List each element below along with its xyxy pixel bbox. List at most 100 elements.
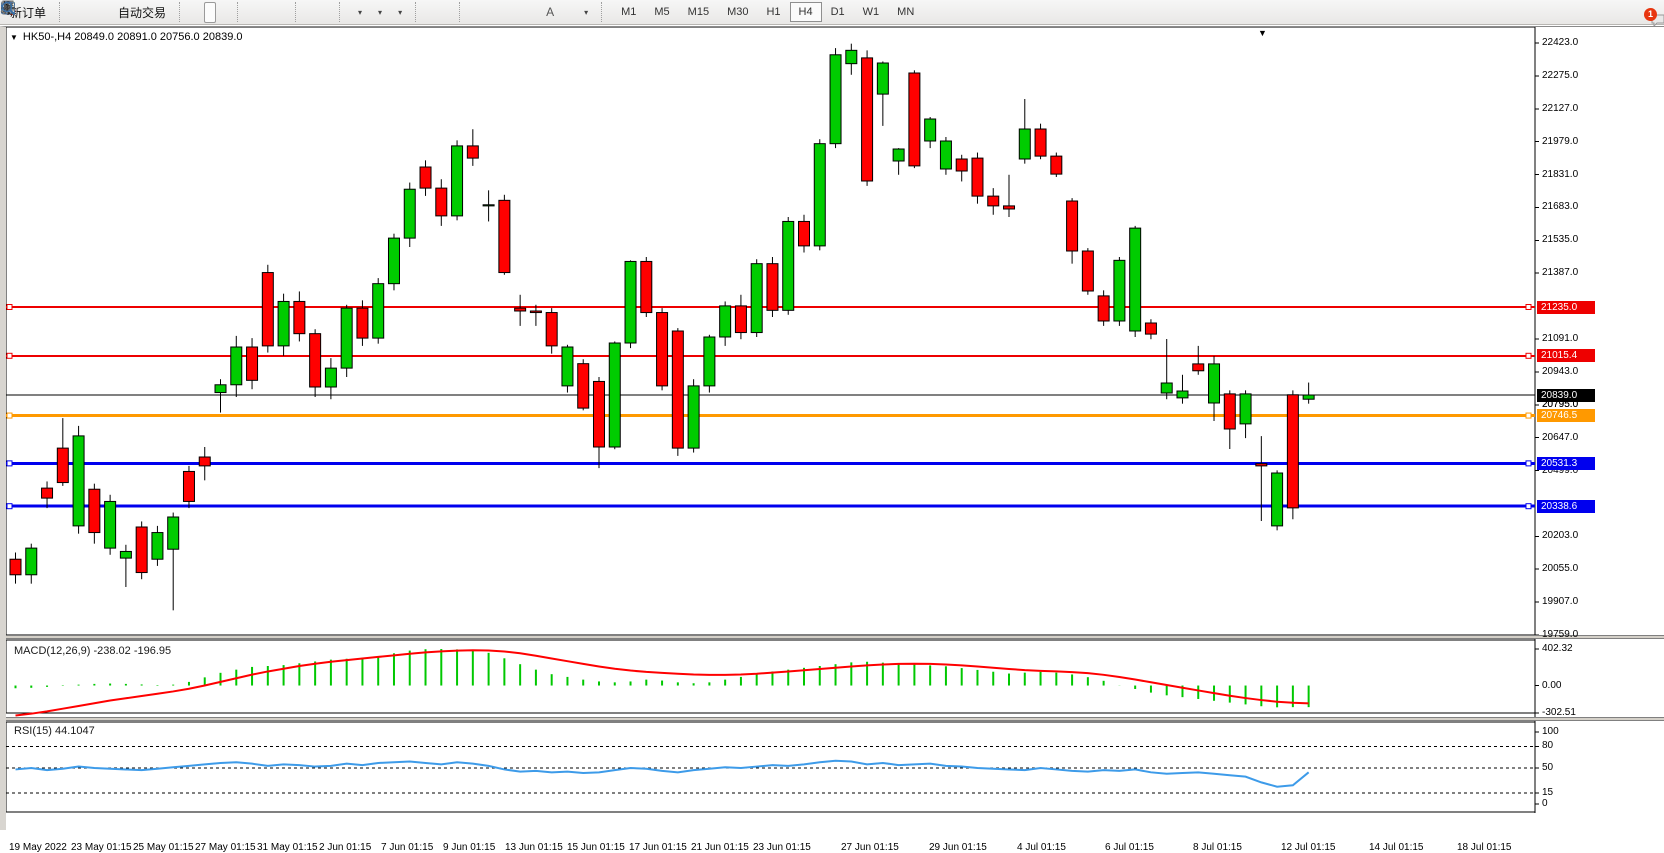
candle-body (529, 310, 542, 314)
timeframe-MN[interactable]: MN (897, 6, 915, 18)
candle-body (356, 307, 369, 339)
cursor-tool-button[interactable] (4, 1, 438, 23)
rsi-line (15, 759, 1310, 788)
add-indicator-button[interactable]: ▾ (1, 1, 368, 23)
chart-line-button[interactable] (1, 1, 230, 23)
market-watch-button[interactable] (1, 2, 96, 23)
line-handle (1525, 352, 1532, 359)
time-tick: 31 May 01:15 (257, 842, 318, 853)
price-level-badge: 20746.5 (1537, 409, 1595, 423)
label-tool-button[interactable]: T (1, 2, 574, 23)
candle-body (734, 305, 747, 334)
toolbar-separator (295, 2, 301, 22)
hline-tool-button[interactable] (2, 2, 496, 23)
price-level-badge: 21015.4 (1537, 349, 1595, 363)
period-button[interactable]: ▾ (1, 1, 388, 23)
trendline-tool-button[interactable] (1, 2, 510, 23)
timeframe-W1[interactable]: W1 (862, 6, 880, 18)
chart-symbol-label[interactable]: ▼ HK50-,H4 20849.0 20891.0 20756.0 20839… (10, 31, 243, 43)
chart-canvas[interactable] (6, 27, 1664, 830)
timeframe-M5[interactable]: M5 (654, 6, 670, 18)
candle-body (403, 188, 416, 239)
candle-body (1066, 200, 1079, 252)
candle-body (167, 516, 180, 550)
tile-windows-button[interactable] (2, 2, 288, 23)
candle-body (1192, 363, 1205, 372)
channel-tool-button[interactable]: E (0, 2, 524, 23)
candle-body (1255, 463, 1268, 467)
macd-label[interactable]: MACD(12,26,9) -238.02 -196.95 (14, 645, 172, 657)
timeframe-M30[interactable]: M30 (727, 6, 749, 18)
chart-candles-button[interactable] (2, 1, 217, 23)
price-level-badge: 20531.3 (1537, 456, 1595, 470)
timeframe-H4[interactable]: H4 (789, 2, 822, 22)
line-handle (6, 460, 13, 467)
price-level-badge: 20338.6 (1537, 499, 1595, 513)
chart-menu-icon[interactable]: ▼ (10, 32, 18, 42)
arrows-tool-button[interactable]: ▾ (4, 2, 594, 23)
price-tick: 19907.0 (1542, 596, 1579, 608)
candle-body (1129, 227, 1142, 332)
zoom-in-button[interactable] (1, 1, 260, 23)
candle-body (1239, 393, 1252, 425)
line-handle (6, 304, 13, 310)
price-tick: 21387.0 (1542, 267, 1579, 279)
search-icon[interactable] (0, 0, 16, 16)
price-level-badge: 21235.0 (1537, 300, 1595, 314)
candle-body (214, 384, 227, 394)
zoom-out-button[interactable] (1, 1, 274, 23)
timeframe-H1[interactable]: H1 (766, 6, 781, 18)
candle-body (608, 342, 621, 448)
fibonacci-tool-button[interactable]: F (2, 2, 538, 23)
autotrading-button[interactable]: 自动交易 (2, 2, 172, 23)
line-handle (1525, 412, 1532, 419)
auto-scroll-button[interactable] (1, 2, 318, 23)
chart-shift-button[interactable] (1, 2, 332, 23)
candle-body (924, 118, 937, 142)
symbol-ohlc-text: HK50-,H4 20849.0 20891.0 20756.0 20839.0 (22, 31, 243, 43)
rsi-panel-frame (6, 721, 1536, 813)
candle-body (1208, 363, 1221, 404)
chart-bars-button[interactable] (2, 2, 202, 23)
candle-body (277, 300, 290, 347)
candle-body (545, 312, 558, 347)
vline-tool-button[interactable] (7, 2, 482, 23)
candle-body (813, 143, 826, 247)
new-order-label: 新订单 (10, 5, 47, 20)
panel-splitter-macd[interactable] (6, 635, 1664, 639)
price-tick: 22423.0 (1542, 37, 1579, 48)
time-tick: 9 Jun 01:15 (443, 842, 496, 853)
candle-body (451, 145, 464, 217)
timeframe-M15[interactable]: M15 (687, 6, 710, 18)
candle-body (1050, 155, 1063, 175)
template-button[interactable]: ▾ (1, 2, 408, 23)
metaeditor-button[interactable] (1, 1, 82, 23)
candle-body (829, 54, 842, 145)
timeframe-group: M1 M5 M15 M30 H1 H4 D1 W1 MN (612, 2, 923, 22)
candle-body (577, 363, 590, 409)
price-tick: 22127.0 (1542, 102, 1579, 114)
price-tick: 20943.0 (1542, 365, 1579, 377)
crosshair-tool-button[interactable] (1, 1, 452, 23)
toolbar-separator (601, 2, 607, 22)
time-tick: 25 May 01:15 (133, 842, 194, 853)
candle-body (246, 346, 259, 381)
chart-window: ▼ HK50-,H4 20849.0 20891.0 20756.0 20839… (0, 26, 1664, 853)
price-tick: 19759.0 (1542, 629, 1579, 640)
text-tool-icon: A (546, 5, 555, 19)
candle-body (25, 547, 38, 576)
signals-button[interactable] (1, 1, 110, 23)
price-tick: 21683.0 (1542, 201, 1579, 213)
rsi-label[interactable]: RSI(15) 44.1047 (14, 725, 95, 737)
line-handle (1525, 304, 1532, 310)
price-level-badge: 20839.0 (1537, 388, 1595, 402)
text-tool-button[interactable]: A (540, 2, 560, 23)
candle-body (498, 199, 511, 274)
timeframe-D1[interactable]: D1 (830, 6, 845, 18)
candle-body (324, 367, 337, 388)
candle-body (340, 307, 353, 369)
candle-body (1286, 394, 1299, 509)
panel-splitter-rsi[interactable] (6, 717, 1664, 721)
timeframe-M1[interactable]: M1 (621, 6, 637, 18)
candle-body (119, 550, 132, 559)
